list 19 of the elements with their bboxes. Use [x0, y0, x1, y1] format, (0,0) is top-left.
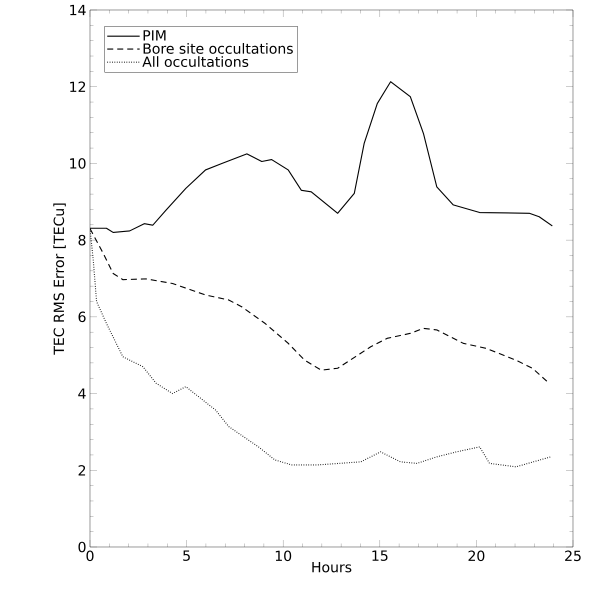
y-axis-title: TEC RMS Error [TECu] — [53, 204, 66, 355]
y-tick-label: 10 — [70, 158, 86, 169]
x-tick-label: 25 — [565, 550, 581, 562]
legend-label: PIM — [144, 30, 166, 41]
x-axis-title: Hours — [312, 562, 352, 572]
y-tick-label: 6 — [78, 312, 86, 322]
y-tick-label: 8 — [78, 234, 86, 246]
y-tick-label: 2 — [78, 465, 86, 476]
x-tick-label: 5 — [183, 550, 190, 561]
x-tick-label: 10 — [276, 550, 292, 562]
y-tick-label: 14 — [70, 4, 86, 16]
legend-label: All occultations — [142, 56, 248, 67]
legend-label: Bore site occultations — [144, 43, 293, 54]
x-tick-label: 20 — [468, 550, 484, 562]
y-tick-label: 12 — [70, 82, 86, 92]
y-tick-label: 0 — [78, 542, 86, 552]
x-tick-label: 0 — [86, 550, 94, 562]
x-tick-label: 15 — [372, 550, 388, 561]
y-tick-label: 4 — [78, 388, 86, 399]
